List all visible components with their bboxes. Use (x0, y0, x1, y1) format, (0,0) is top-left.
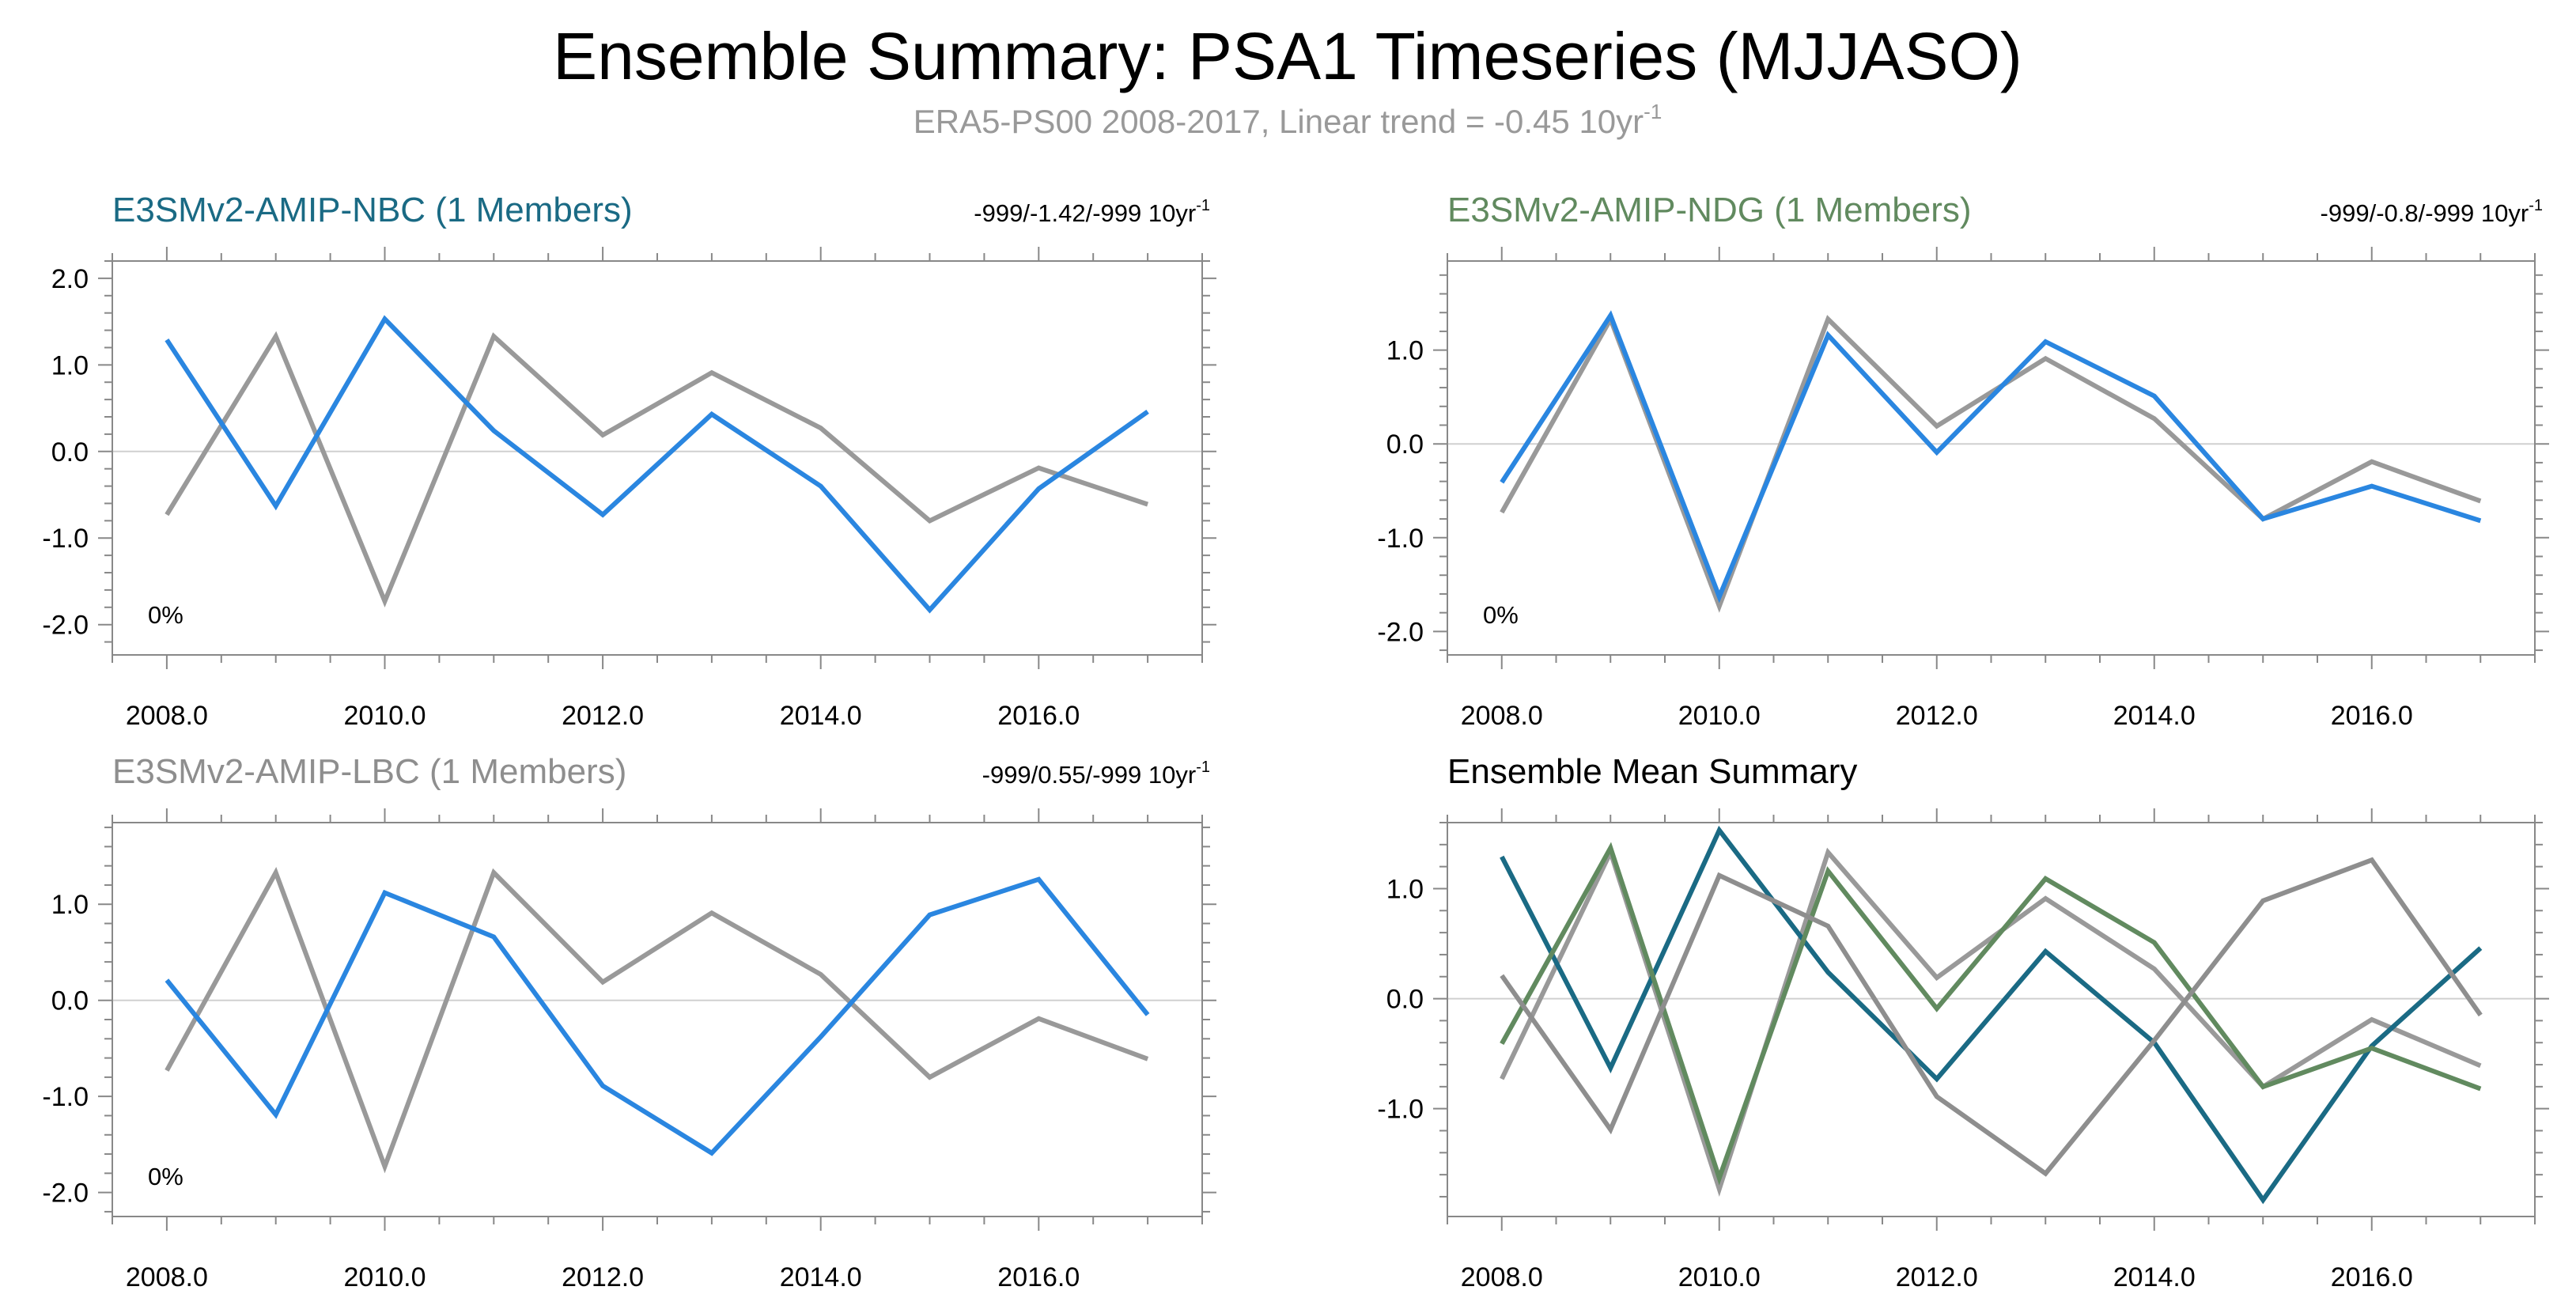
trend-label-sup: -1 (2529, 197, 2543, 214)
y-tick-label: -2.0 (1377, 617, 1424, 647)
series-line-4 (1500, 857, 2483, 1177)
panel-title: E3SMv2-AMIP-NDG (1 Members) (1447, 191, 1972, 229)
figure-subtitle: ERA5-PS00 2008-2017, Linear trend = -0.4… (914, 100, 1662, 140)
figure-title: Ensemble Summary: PSA1 Timeseries (MJJAS… (553, 19, 2022, 93)
y-tick-label: 1.0 (1386, 874, 1424, 904)
y-tick-label: -1.0 (1377, 1095, 1424, 1125)
x-tick-label: 2010.0 (344, 701, 426, 731)
x-tick-label: 2016.0 (2331, 1262, 2413, 1292)
x-tick-label: 2008.0 (126, 701, 208, 731)
series-line-3 (1500, 842, 2482, 1186)
panel-title: Ensemble Mean Summary (1447, 752, 1857, 791)
y-tick-label: 2.0 (51, 264, 89, 294)
trend-label-sup: -1 (1196, 759, 1210, 776)
panel-3: E3SMv2-AMIP-LBC (1 Members) -999/0.55/-99… (42, 752, 1216, 1292)
x-tick-label: 2010.0 (344, 1262, 426, 1292)
plot-frame (112, 260, 1203, 656)
percent-label: 0% (148, 1163, 183, 1190)
y-tick-label: -1.0 (42, 524, 89, 554)
x-tick-label: 2012.0 (562, 1262, 644, 1292)
percent-label: 0% (1483, 601, 1519, 629)
series-line-2 (165, 315, 1149, 614)
trend-label-sup: -1 (1196, 197, 1210, 214)
x-tick-label: 2014.0 (780, 701, 862, 731)
y-tick-label: 1.0 (51, 350, 89, 380)
trend-label-text: -999/-0.8/-999 10yr (2321, 199, 2529, 227)
x-tick-label: 2012.0 (562, 701, 644, 731)
x-tick-label: 2012.0 (1896, 701, 1978, 731)
figure-subtitle-text: ERA5-PS00 2008-2017, Linear trend = -0.4… (914, 103, 1644, 140)
x-tick-label: 2014.0 (780, 1262, 862, 1292)
trend-label-text: -999/0.55/-999 10yr (982, 761, 1197, 789)
x-tick-label: 2016.0 (2331, 701, 2413, 731)
y-tick-label: 0.0 (51, 437, 89, 467)
x-tick-label: 2016.0 (997, 701, 1080, 731)
x-tick-label: 2016.0 (997, 1262, 1080, 1292)
trend-label-text: -999/-1.42/-999 10yr (974, 199, 1196, 227)
series-line-2 (1500, 825, 2483, 1205)
panel-1: E3SMv2-AMIP-NBC (1 Members) -999/-1.42/-9… (42, 191, 1216, 731)
y-tick-label: -2.0 (42, 611, 89, 641)
figure-subtitle-sup: -1 (1644, 100, 1662, 123)
x-tick-label: 2010.0 (1678, 701, 1761, 731)
series-line-2 (165, 876, 1150, 1156)
percent-label: 0% (148, 601, 183, 629)
panel-title: E3SMv2-AMIP-LBC (1 Members) (112, 752, 626, 791)
x-tick-label: 2014.0 (2113, 1262, 2196, 1292)
trend-label: -999/-1.42/-999 10yr-1 (974, 197, 1210, 227)
series-line-1 (1500, 313, 2482, 613)
y-tick-label: 0.0 (1386, 429, 1424, 460)
y-tick-label: -2.0 (42, 1179, 89, 1209)
y-tick-label: -1.0 (42, 1082, 89, 1112)
series-line-2 (1500, 310, 2482, 604)
x-tick-label: 2014.0 (2113, 701, 2196, 731)
series-line-1 (165, 867, 1149, 1174)
x-tick-label: 2010.0 (1678, 1262, 1761, 1292)
x-tick-label: 2008.0 (1461, 701, 1543, 731)
y-tick-label: 0.0 (1386, 985, 1424, 1015)
x-tick-label: 2008.0 (1461, 1262, 1543, 1292)
y-tick-label: 0.0 (51, 986, 89, 1016)
series-line-1 (165, 331, 1149, 607)
panel-4: Ensemble Mean Summary -1.0 0.0 1.0 2008.0 201… (1377, 752, 2549, 1292)
y-tick-label: 1.0 (51, 890, 89, 920)
trend-label: -999/0.55/-999 10yr-1 (982, 759, 1210, 789)
series-line-1 (1500, 846, 2482, 1197)
x-tick-label: 2012.0 (1896, 1262, 1978, 1292)
panel-2: E3SMv2-AMIP-NDG (1 Members) -999/-0.8/-99… (1377, 191, 2549, 731)
y-tick-label: -1.0 (1377, 524, 1424, 554)
y-tick-label: 1.0 (1386, 336, 1424, 366)
panels: E3SMv2-AMIP-NBC (1 Members) -999/-1.42/-9… (42, 191, 2549, 1292)
x-tick-label: 2008.0 (126, 1262, 208, 1292)
trend-label: -999/-0.8/-999 10yr-1 (2321, 197, 2543, 227)
panel-title: E3SMv2-AMIP-NBC (1 Members) (112, 191, 633, 229)
